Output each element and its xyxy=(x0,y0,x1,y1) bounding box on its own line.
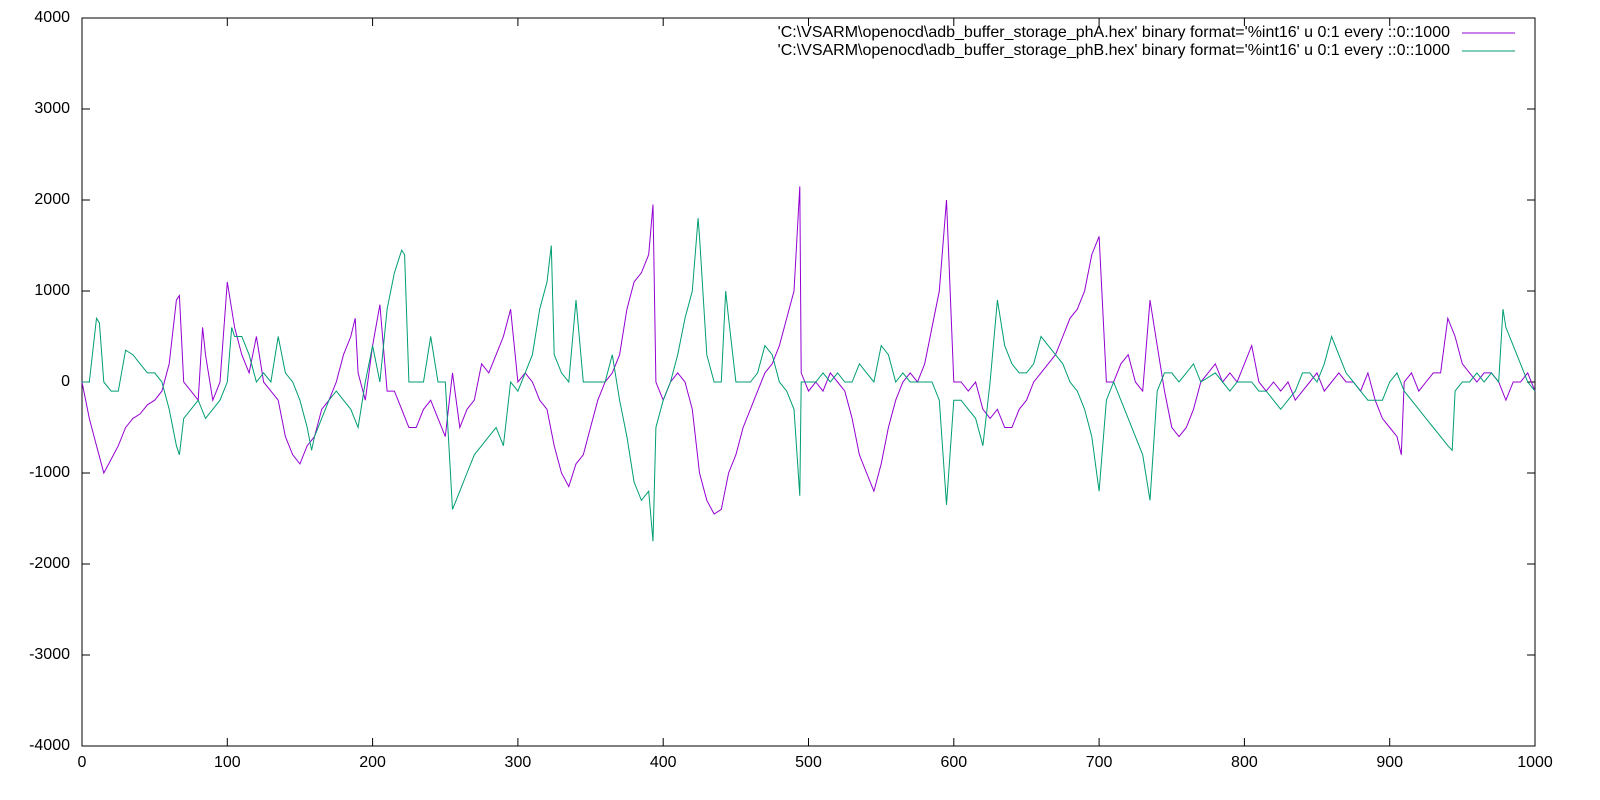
x-tick-label: 600 xyxy=(940,754,967,771)
x-tick-label: 200 xyxy=(359,754,386,771)
y-tick-label: 4000 xyxy=(34,9,70,26)
y-tick-label: -4000 xyxy=(29,737,70,754)
y-tick-label: 3000 xyxy=(34,100,70,117)
x-tick-label: 1000 xyxy=(1517,754,1553,771)
series-line xyxy=(81,186,1536,515)
x-tick-label: 700 xyxy=(1086,754,1113,771)
legend-label: 'C:\VSARM\openocd\adb_buffer_storage_phB… xyxy=(778,42,1450,59)
x-tick-label: 500 xyxy=(795,754,822,771)
x-tick-label: 900 xyxy=(1376,754,1403,771)
y-tick-label: 1000 xyxy=(34,282,70,299)
y-tick-label: -1000 xyxy=(29,464,70,481)
x-tick-label: 300 xyxy=(505,754,532,771)
series-line xyxy=(82,218,1536,542)
y-tick-label: -3000 xyxy=(29,646,70,663)
x-tick-label: 800 xyxy=(1231,754,1258,771)
legend-label: 'C:\VSARM\openocd\adb_buffer_storage_phA… xyxy=(778,24,1450,41)
y-tick-label: 2000 xyxy=(34,191,70,208)
y-tick-label: -2000 xyxy=(29,555,70,572)
x-tick-label: 100 xyxy=(214,754,241,771)
x-tick-label: 0 xyxy=(78,754,87,771)
x-tick-label: 400 xyxy=(650,754,677,771)
y-tick-label: 0 xyxy=(61,373,70,390)
